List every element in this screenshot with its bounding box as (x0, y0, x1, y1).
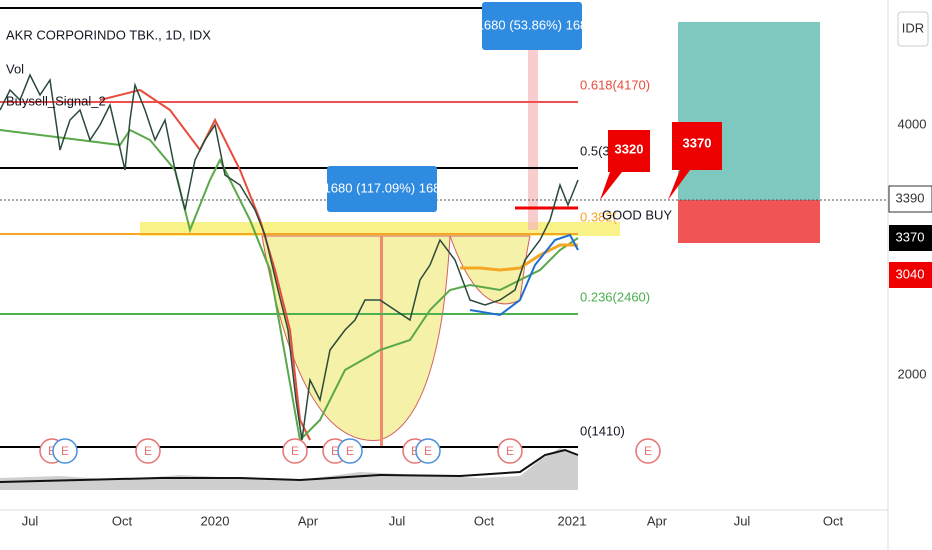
resistance (99, 88, 311, 441)
time-label: 2021 (558, 513, 587, 528)
time-label: 2020 (201, 513, 230, 528)
earnings-label: E (61, 444, 69, 458)
currency-box (897, 11, 929, 47)
callout-label: 3370 (683, 135, 712, 150)
earnings-marker (497, 438, 523, 464)
fib-label: 0.5(3 (580, 143, 610, 158)
earnings-marker (52, 438, 78, 464)
price-tag-label: 3040 (896, 266, 925, 281)
earnings-marker (337, 438, 363, 464)
price-tag (888, 185, 932, 213)
fib-label: 0(1410) (580, 423, 625, 438)
signal-line (460, 243, 578, 272)
measure-label: 1680 (53.86%) 168 (477, 17, 588, 32)
measure-box (327, 166, 437, 212)
callout (668, 122, 722, 200)
currency: IDR (902, 20, 924, 35)
earnings-label: E (424, 444, 432, 458)
time-label: Jul (734, 513, 751, 528)
measure-box (482, 2, 582, 50)
volume (0, 448, 578, 490)
earnings-label: E (346, 444, 354, 458)
loss-zone (678, 200, 820, 243)
time-label: Oct (112, 513, 133, 528)
fib-label: 0.236(2460) (580, 289, 650, 304)
earnings-label: E (48, 444, 56, 458)
indicator: Buysell_Signal_2 (6, 93, 106, 108)
earnings-label: E (411, 444, 419, 458)
signal-line (469, 233, 579, 317)
time-label: Apr (647, 513, 668, 528)
price-tag (889, 262, 932, 288)
earnings-label: E (506, 444, 514, 458)
time-axis: Jul Oct 2020 Apr Jul Oct 2021 Apr Jul Oct (22, 513, 844, 528)
earnings-label: E (291, 444, 299, 458)
earnings-marker (635, 438, 661, 464)
chart-title: AKR CORPORINDO TBK., 1D, IDX (6, 27, 211, 42)
earnings-marker (135, 438, 161, 464)
earnings-marker (282, 438, 308, 464)
earnings-label: E (644, 444, 652, 458)
measure-label: 1680 (117.09%) 168 (324, 180, 441, 195)
measure-bar (380, 236, 383, 446)
indicator: Vol (6, 61, 24, 76)
earnings-label: E (144, 444, 152, 458)
time-label: Jul (389, 513, 406, 528)
price-label: 4000 (898, 116, 927, 131)
price-tag-label: 3390 (896, 190, 925, 205)
fib-label: 0.382( (580, 209, 618, 224)
earnings-label: E (331, 444, 339, 458)
volume-ma (0, 448, 579, 483)
callout-label: 3320 (615, 141, 644, 156)
time-label: Jul (22, 513, 39, 528)
time-label: Apr (298, 513, 319, 528)
price-tag (889, 225, 932, 251)
time-label: Oct (823, 513, 844, 528)
price-label: 2000 (898, 366, 927, 381)
measure-bar (528, 50, 538, 230)
earnings-marker (415, 438, 441, 464)
callout (600, 130, 650, 200)
price (0, 73, 579, 441)
signal-label: GOOD BUY (602, 207, 672, 222)
resistance-zone (140, 222, 620, 236)
time-label: Oct (474, 513, 495, 528)
profit-zone (678, 22, 820, 200)
price-tag-label: 3370 (896, 229, 925, 244)
fib-label: 0.618(4170) (580, 77, 650, 92)
